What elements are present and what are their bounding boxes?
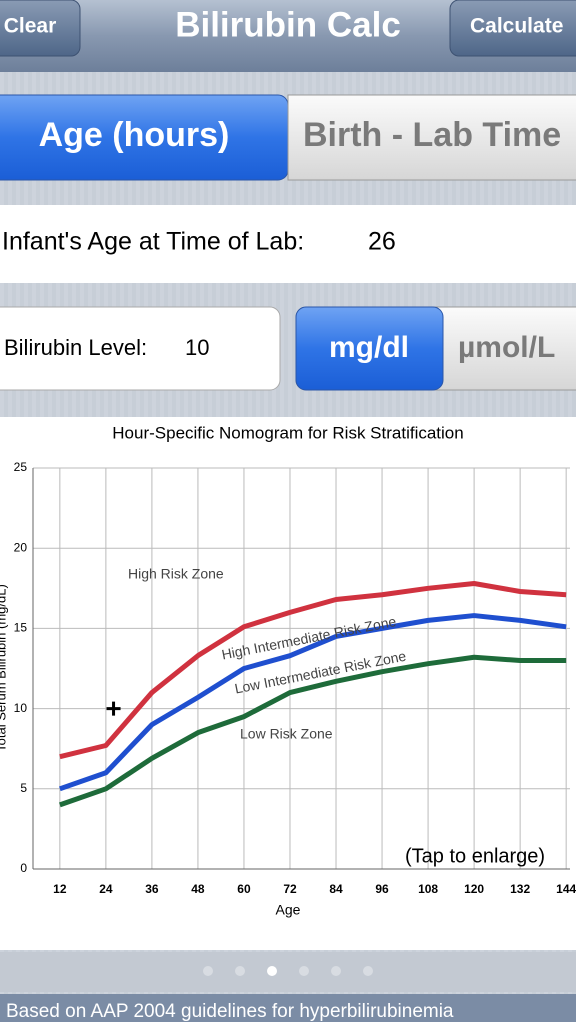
unit-label[interactable]: µmol/L [458,331,555,364]
y-tick-label: 0 [20,861,27,875]
page-dot [203,966,213,976]
page-dot-active [267,966,277,976]
x-tick-label: 60 [237,882,251,896]
age-value[interactable]: 26 [368,228,396,256]
clear-label[interactable]: Clear [4,15,57,38]
annotation: (Tap to enlarge) [405,845,545,867]
calculate-label[interactable]: Calculate [470,15,563,38]
page-dot [235,966,245,976]
age-label: Infant's Age at Time of Lab: [2,228,304,256]
nav-title: Bilirubin Calc [175,5,401,44]
calculate-button[interactable] [449,0,576,57]
y-axis-label: Total Serum Bilirubin (mg/dL) [0,584,8,752]
x-tick-label: 144 [556,882,576,896]
footer-text: Based on AAP 2004 guidelines for hyperbi… [6,1001,454,1022]
bilirubin-field[interactable] [0,306,281,391]
series-line [59,613,567,792]
chart-panel[interactable] [0,417,576,950]
page-dot [331,966,341,976]
x-tick-label: 96 [375,882,389,896]
x-tick-label: 132 [510,882,530,896]
clear-button[interactable] [0,0,81,57]
page-indicator-bar [0,952,576,992]
series-line [59,580,567,760]
x-tick-label: 120 [464,882,484,896]
series-line [59,654,567,808]
footer-bar [0,994,576,1022]
x-tick-label: 84 [329,882,343,896]
x-tick-label: 108 [418,882,438,896]
y-tick-label: 15 [14,621,28,635]
annotation: Low Risk Zone [240,726,333,742]
x-tick-label: 72 [283,882,297,896]
age-row [0,205,576,283]
x-tick-label: 36 [145,882,159,896]
tab-label[interactable]: Age (hours) [39,116,230,154]
chart-title: Hour-Specific Nomogram for Risk Stratifi… [112,423,463,442]
patient-point [106,701,121,716]
x-axis-label: Age [276,902,301,918]
x-tick-label: 24 [99,882,113,896]
bilirubin-label: Bilirubin Level: [4,335,147,360]
y-tick-label: 25 [14,460,28,474]
bilirubin-value[interactable]: 10 [185,335,209,360]
x-tick-label: 48 [191,882,205,896]
tab[interactable] [287,94,576,181]
unit-label[interactable]: mg/dl [329,331,409,364]
x-tick-label: 12 [53,882,67,896]
page-dot [299,966,309,976]
y-tick-label: 5 [20,781,27,795]
page-dot [363,966,373,976]
tab-label[interactable]: Birth - Lab Time [303,116,561,154]
y-tick-label: 10 [14,701,28,715]
y-tick-label: 20 [14,540,28,554]
annotation: High Risk Zone [128,566,224,582]
unit-selected[interactable] [295,306,444,391]
